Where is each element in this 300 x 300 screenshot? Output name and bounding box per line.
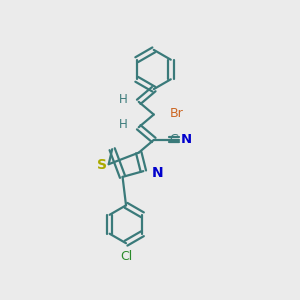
Text: N: N xyxy=(181,134,192,146)
Text: H: H xyxy=(119,118,128,131)
Text: H: H xyxy=(119,93,128,106)
Text: Cl: Cl xyxy=(120,250,132,263)
Text: Br: Br xyxy=(170,107,184,120)
Text: C: C xyxy=(169,134,178,146)
Text: S: S xyxy=(98,158,107,172)
Text: N: N xyxy=(152,166,163,180)
